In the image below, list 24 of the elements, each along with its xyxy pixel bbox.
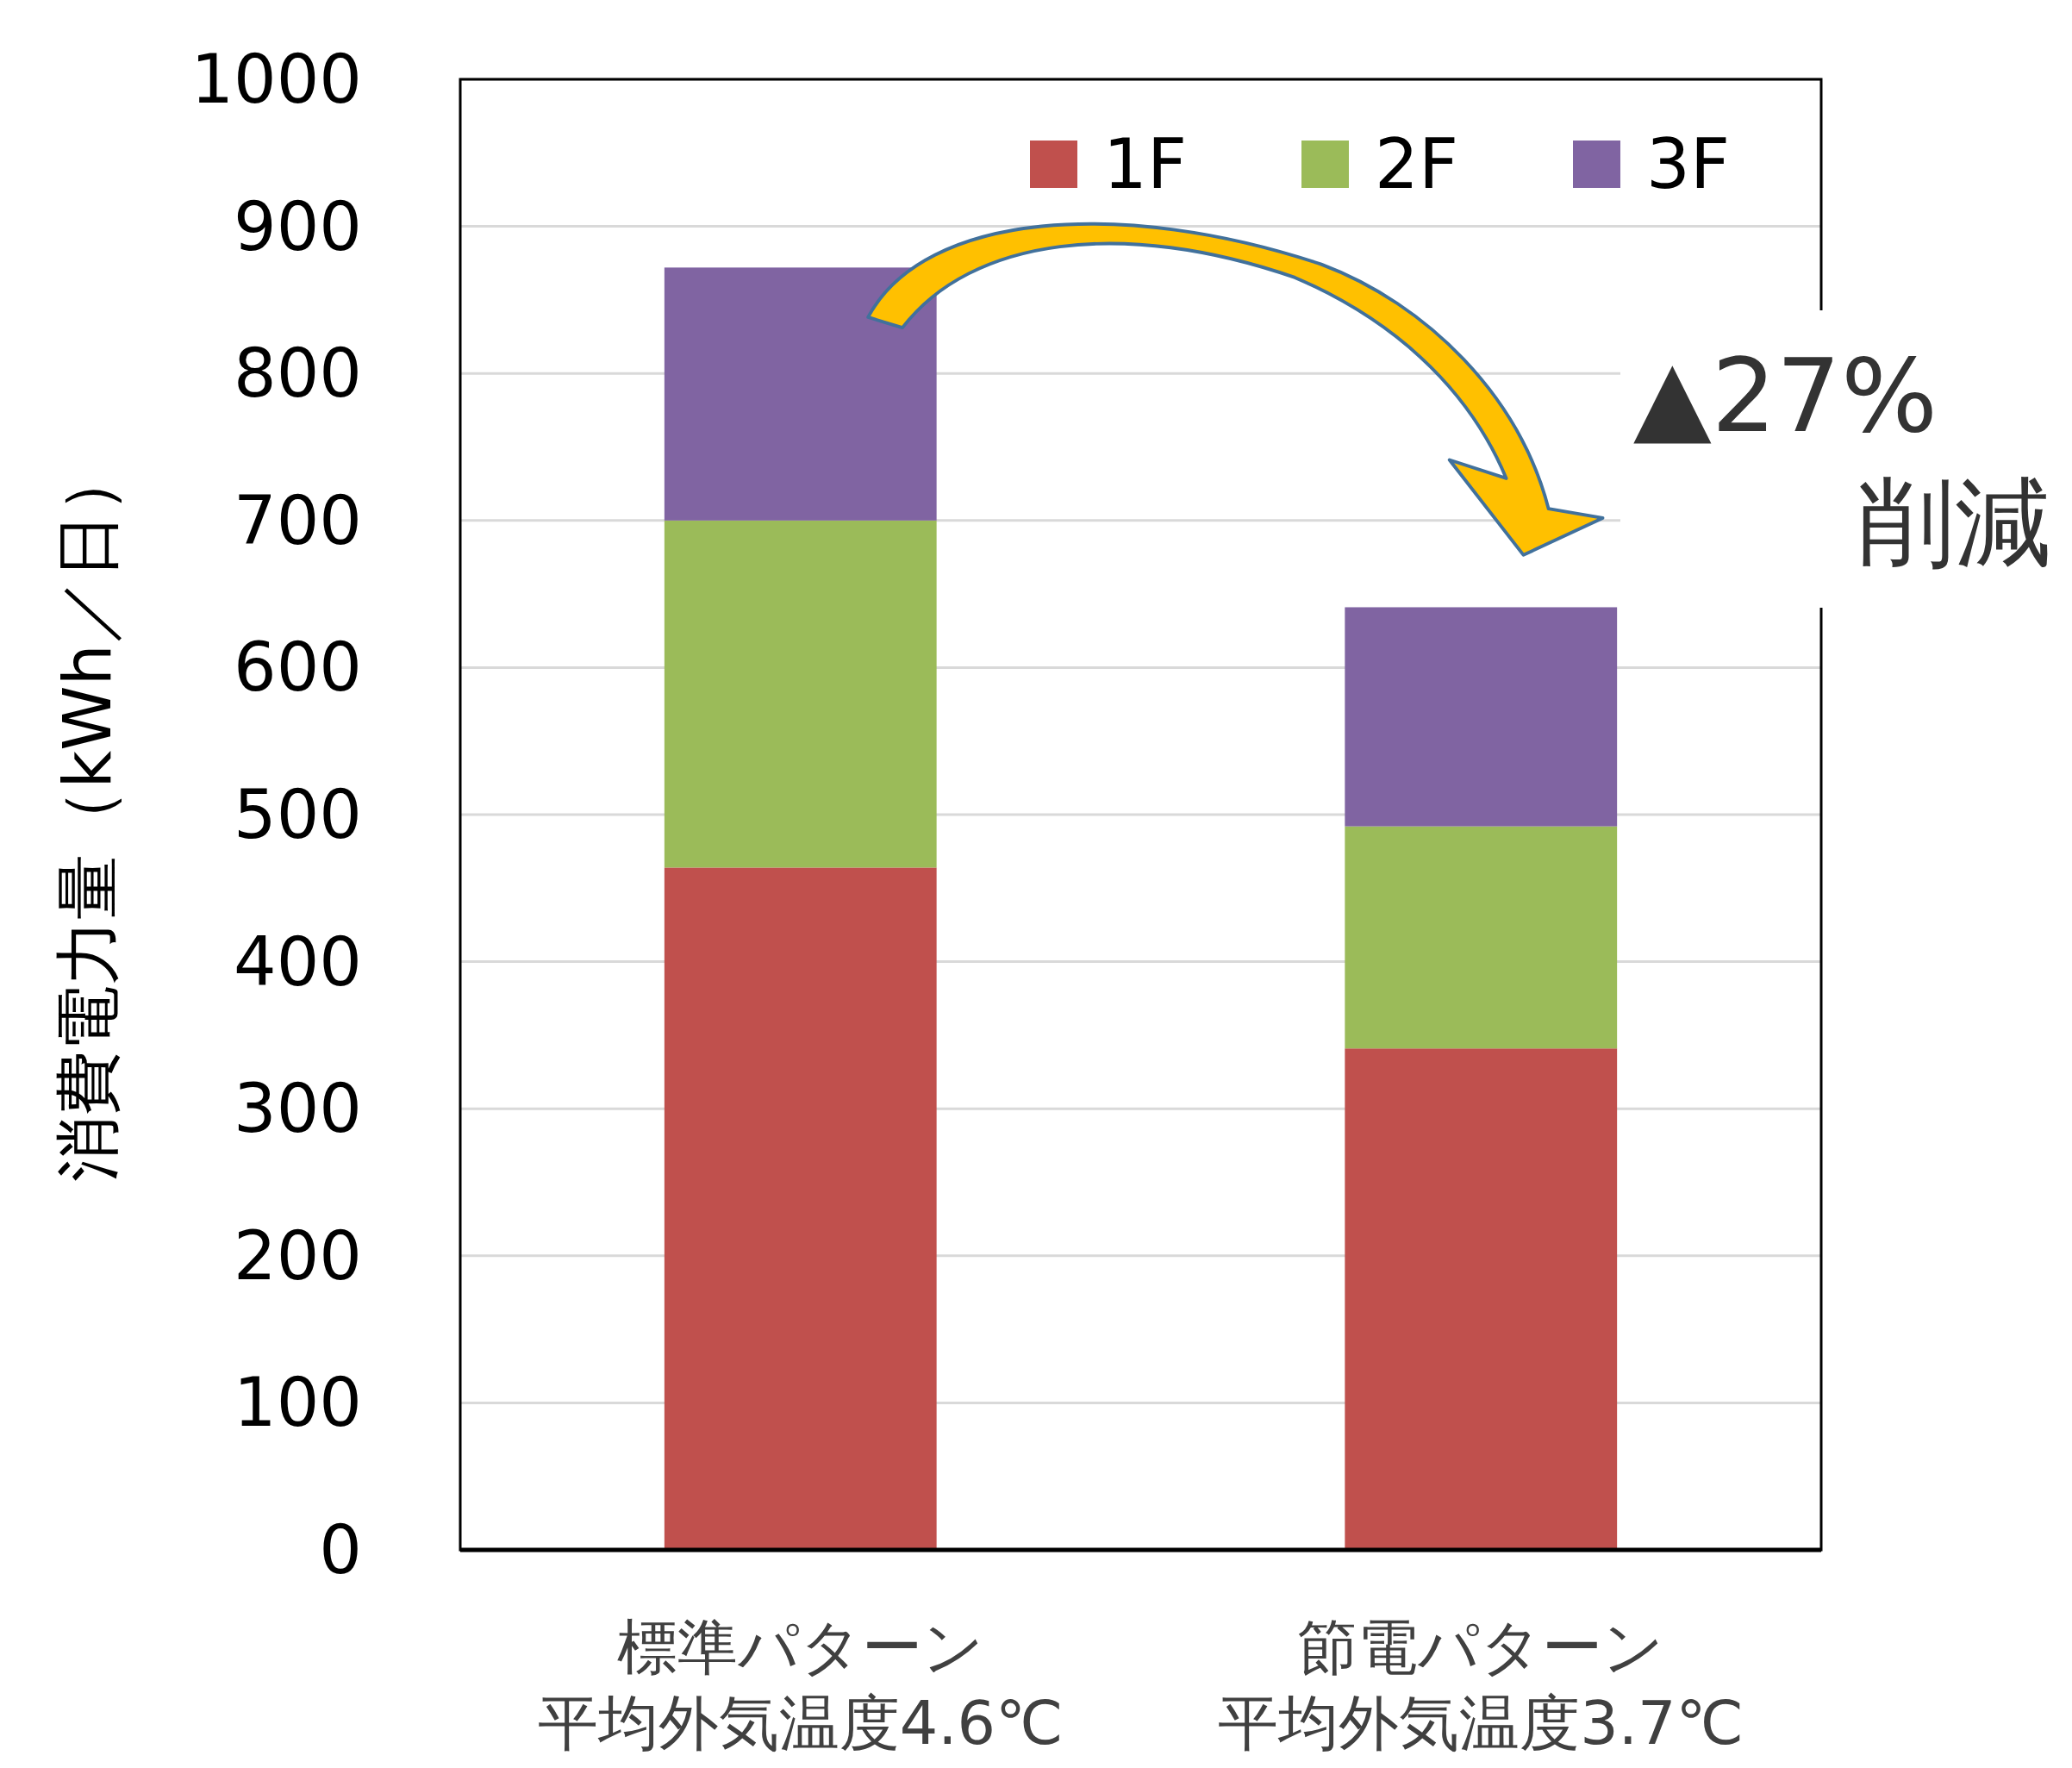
annotation: ▲27% — [1633, 336, 1938, 455]
y-tick-label: 300 — [234, 1070, 362, 1148]
bar — [1345, 607, 1618, 827]
y-tick-label: 1000 — [190, 41, 362, 118]
y-tick-label: 100 — [234, 1364, 362, 1442]
x-tick-label: 節電パターン平均外気温度3.7℃ — [1218, 1612, 1744, 1759]
y-tick-label: 400 — [234, 922, 362, 1001]
bar — [664, 520, 937, 868]
y-axis-title: 消費電力量（kWh／日） — [49, 447, 126, 1182]
y-tick-label: 600 — [234, 628, 362, 707]
y-tick-label: 200 — [234, 1216, 362, 1295]
y-tick-label: 0 — [319, 1511, 362, 1589]
text: 削減 — [1858, 466, 2051, 578]
legend-label: 1F — [1103, 124, 1187, 204]
x-tick-label: 標準パターン平均外気温度4.6℃ — [537, 1612, 1064, 1759]
bar — [664, 867, 937, 1550]
legend-label: 2F — [1375, 124, 1458, 204]
y-tick-label: 800 — [234, 334, 362, 413]
bar — [1345, 826, 1618, 1049]
y-tick-label: 500 — [234, 776, 362, 853]
y-tick-label: 900 — [234, 187, 362, 266]
legend-label: 3F — [1646, 124, 1730, 204]
bar — [1345, 1048, 1618, 1550]
y-tick-label: 700 — [234, 481, 362, 559]
